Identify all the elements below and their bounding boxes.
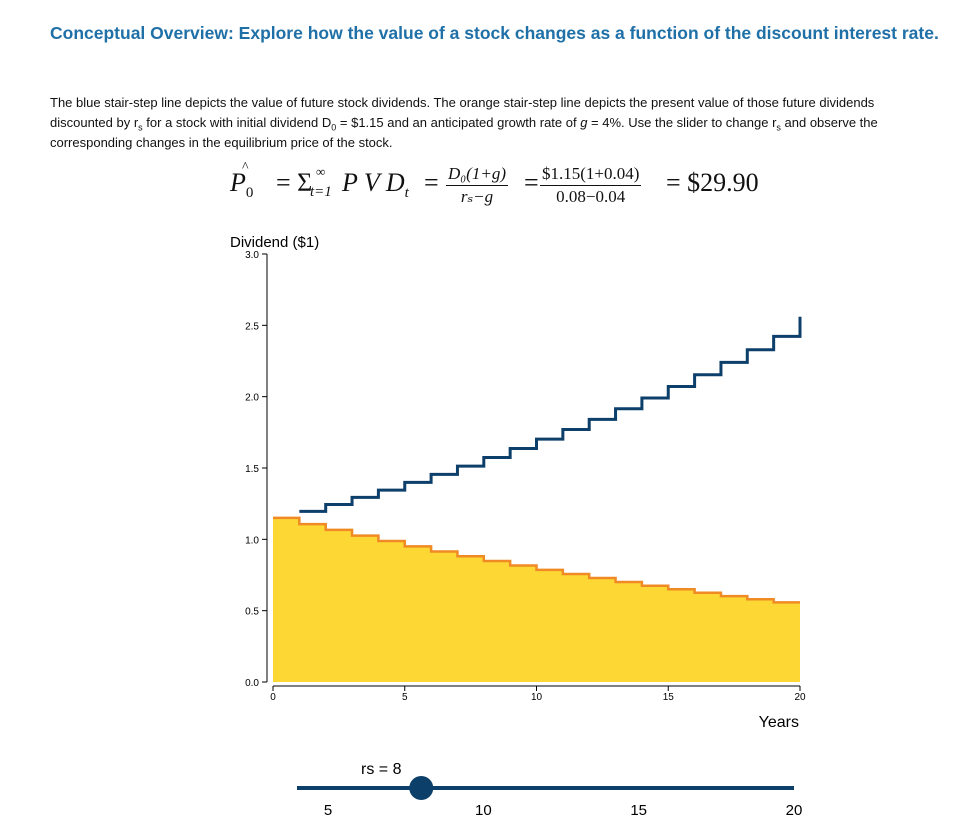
formula-sum-lower: t=1 [310,184,332,201]
description-text-5: and observe the corresponding changes in… [50,115,878,150]
description-sub-2: 0 [331,122,337,133]
plot-area [273,316,802,682]
formula-term: P V Dt [342,168,409,202]
formula-term-sub: t [404,185,409,202]
rs-slider[interactable]: rs = 8 5 10 15 20 [297,761,802,819]
formula-lhs-sub: 0 [245,185,254,202]
formula-fraction-2: $1.15(1+0.04) 0.08−0.04 [540,164,642,207]
formula-fraction-2-denominator: 0.08−0.04 [556,187,626,206]
page-title: Conceptual Overview: Explore how the val… [50,23,939,43]
formula-sum-lower-text: t=1 [310,184,332,200]
formula-result: = $29.90 [666,168,759,197]
y-tick-label: 1.5 [245,464,259,475]
y-tick-label: 0.5 [245,607,259,618]
slider-tick-label: 10 [475,802,492,819]
slider-value-label: rs = 8 [361,761,402,778]
description-text-3: = $1.15 and an anticipated growth rate o… [336,115,581,130]
x-tick-label: 15 [663,692,675,703]
x-axis-label: Years [759,714,799,731]
formula-lhs-symbol: P [230,168,246,197]
slider-ticks: 5 10 15 20 [324,802,802,819]
x-tick-label: 0 [270,692,276,703]
formula-sum-symbol: = Σ [276,168,313,197]
pv-area-fill [273,517,800,682]
description-sub-1: s [138,122,143,133]
formula-sum-upper: ∞ [316,164,326,179]
pv-dividend-line [273,516,800,604]
description-text-2: for a stock with initial dividend D [142,115,332,130]
price-formula: P0 ^ = Σ ∞ t=1 P V Dt = D₀(1+g) rₛ−g = $… [228,160,788,212]
y-tick-label: 1.0 [245,535,259,546]
formula-hat: ^ [242,160,249,175]
formula-fraction-1-denominator: rₛ−g [460,187,494,206]
formula-fraction-1-numerator: D₀(1+g) [446,164,508,186]
slider-tick-label: 20 [786,802,803,819]
formula-fraction-2-numerator: $1.15(1+0.04) [540,164,642,186]
description-sub-3: s [776,122,781,133]
formula-fraction-1: D₀(1+g) rₛ−g [446,164,508,207]
y-axis-label: Dividend ($1) [230,234,319,251]
description-g-symbol: g [580,115,588,130]
slider-tick-label: 15 [630,802,647,819]
description-text-1: The blue stair-step line depicts the val… [50,95,875,130]
description: The blue stair-step line depicts the val… [50,93,920,153]
x-tick-label: 5 [402,692,408,703]
x-axis: 0 5 10 15 20 [270,685,806,703]
description-text-4: = 4%. Use the slider to change r [587,115,777,130]
x-tick-label: 20 [794,692,806,703]
slider-tick-label: 5 [324,802,332,819]
formula-eq-2: = [524,168,539,197]
y-tick-label: 2.5 [245,321,259,332]
formula-lhs: P0 [230,168,253,202]
y-tick-label: 0.0 [245,678,259,689]
y-axis: 0.0 0.5 1.0 1.5 2.0 2.5 3.0 [245,250,268,689]
y-tick-label: 3.0 [245,250,259,261]
y-tick-label: 2.0 [245,393,259,404]
formula-term-text: P V D [342,168,405,197]
future-dividend-line [299,316,802,513]
x-tick-label: 10 [531,692,543,703]
slider-handle[interactable] [409,776,434,800]
formula-eq-1: = [424,168,439,197]
